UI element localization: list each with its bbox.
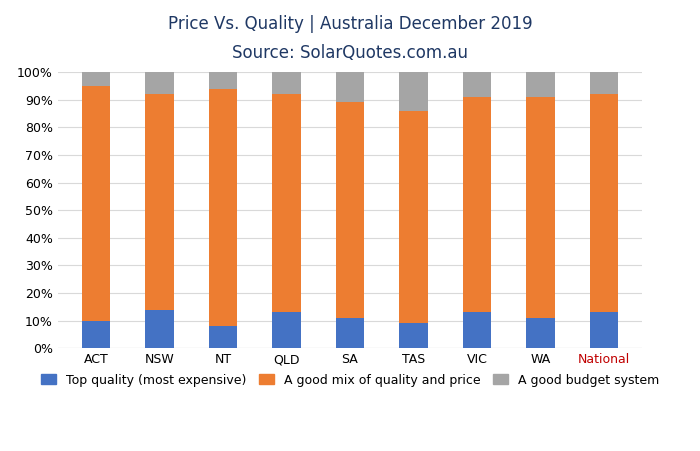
Bar — [209, 89, 237, 326]
Bar — [399, 323, 428, 348]
Bar — [336, 102, 364, 318]
Bar — [145, 309, 174, 348]
Bar — [336, 72, 364, 102]
Bar — [145, 94, 174, 309]
Legend: Top quality (most expensive), A good mix of quality and price, A good budget sys: Top quality (most expensive), A good mix… — [36, 368, 664, 391]
Bar — [82, 72, 111, 86]
Bar — [272, 312, 301, 348]
Bar — [463, 72, 491, 97]
Bar — [82, 86, 111, 321]
Title: Price Vs. Quality | Australia December 2019
Source: SolarQuotes.com.au: Price Vs. Quality | Australia December 2… — [168, 15, 532, 62]
Bar — [589, 72, 618, 94]
Bar — [589, 312, 618, 348]
Bar — [145, 72, 174, 94]
Bar — [526, 72, 555, 97]
Bar — [463, 97, 491, 312]
Bar — [209, 326, 237, 348]
Bar — [526, 97, 555, 318]
Bar — [272, 94, 301, 312]
Bar — [399, 111, 428, 323]
Bar — [82, 321, 111, 348]
Bar — [209, 72, 237, 89]
Bar — [463, 312, 491, 348]
Bar — [526, 318, 555, 348]
Bar — [336, 318, 364, 348]
Bar — [589, 94, 618, 312]
Bar — [272, 72, 301, 94]
Bar — [399, 72, 428, 111]
